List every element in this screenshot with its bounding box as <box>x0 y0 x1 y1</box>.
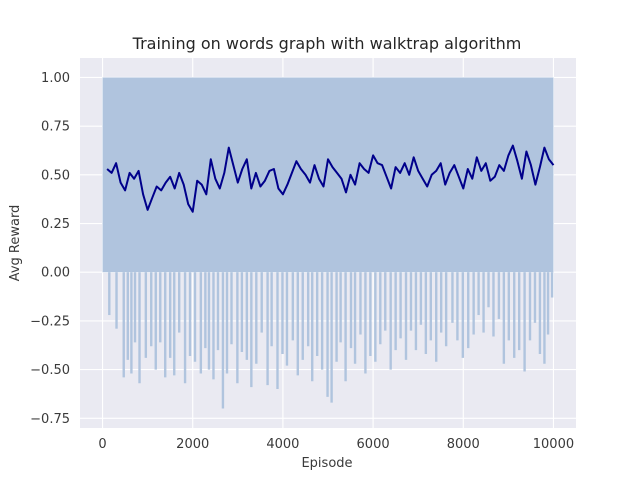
moving-average-series <box>106 144 555 213</box>
x-tick-label: 10000 <box>533 437 574 452</box>
y-tick-label: 0.75 <box>41 120 70 135</box>
y-tick-label: 0.50 <box>41 168 70 183</box>
y-tick-label: 0.25 <box>41 217 70 232</box>
chart-title: Training on words graph with walktrap al… <box>132 34 522 53</box>
x-tick-label: 6000 <box>357 437 390 452</box>
y-tick-label: 0.00 <box>41 266 70 281</box>
y-axis-label: Avg Reward <box>8 205 23 282</box>
x-tick-label: 4000 <box>266 437 299 452</box>
moving-average-line <box>106 144 555 213</box>
raw-reward-band <box>102 77 554 273</box>
x-tick-label: 2000 <box>176 437 209 452</box>
y-tick-label: −0.25 <box>30 314 70 329</box>
x-tick-label: 0 <box>98 437 106 452</box>
x-tick-label: 8000 <box>447 437 480 452</box>
y-tick-label: 1.00 <box>41 71 70 86</box>
x-axis-tick-labels: 0 2000 4000 6000 8000 10000 <box>98 437 574 452</box>
y-tick-label: −0.75 <box>30 412 70 427</box>
y-tick-label: −0.50 <box>30 363 70 378</box>
x-axis-label: Episode <box>301 456 352 471</box>
y-axis-tick-labels: −0.75 −0.50 −0.25 0.00 0.25 0.50 0.75 1.00 <box>30 71 70 427</box>
